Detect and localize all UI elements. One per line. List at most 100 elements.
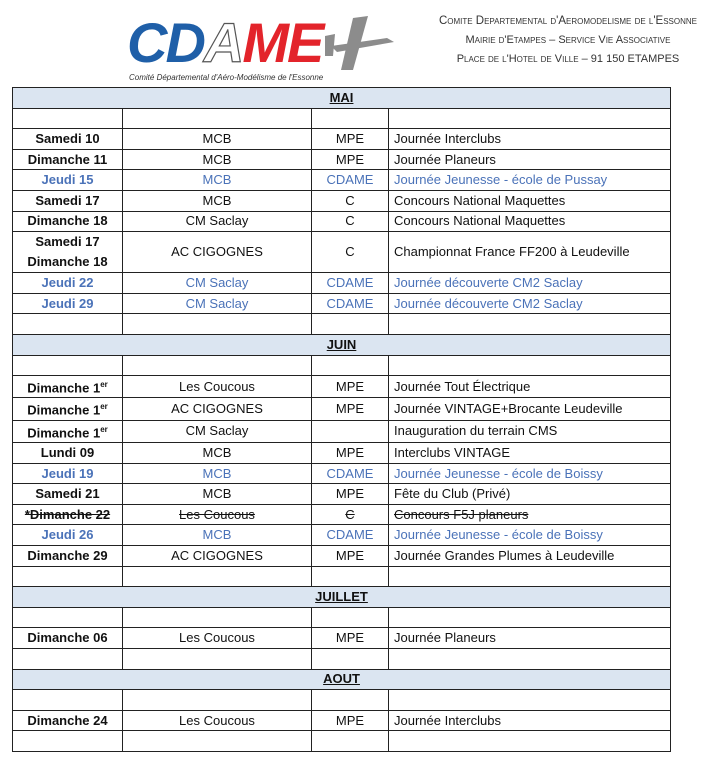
day-text: Samedi 10 — [35, 130, 100, 146]
club-text: Les Coucous — [179, 630, 255, 646]
section-header-row: AOUT — [11, 668, 672, 691]
club-text: CM Saclay — [185, 213, 249, 229]
event-row: Dimanche 1er CM Saclay Inauguration du ter… — [12, 419, 672, 444]
empty-row — [12, 689, 672, 711]
event-row: Dimanche 24 Les Coucous MPE Journée Intercl… — [12, 709, 672, 732]
event-cell: Championnat France FF200 à Leudeville — [387, 231, 672, 274]
organizer-cell — [311, 354, 389, 377]
organizer-cell: C — [311, 231, 389, 274]
organizer-cell — [311, 565, 389, 588]
event-row: Jeudi 15 MCB CDAME Journée Jeunesse - école… — [12, 169, 672, 191]
event-row: Jeudi 22 CM Saclay CDAME Journée découverte… — [12, 272, 672, 294]
organizer-text: MPE — [335, 130, 365, 146]
day-text: Lundi 09 — [40, 444, 95, 460]
month-title: AOUT — [11, 668, 672, 691]
month-title: MAI — [11, 87, 672, 109]
month-title: JUILLET — [11, 586, 672, 608]
date-cell: Dimanche 29 — [12, 545, 123, 567]
organizer-cell — [311, 606, 389, 629]
empty-row — [12, 565, 672, 588]
day-text: Samedi 21 — [35, 486, 100, 502]
date-cell: Jeudi 26 — [12, 524, 123, 547]
event-row: Dimanche 06 Les Coucous MPE Journée Planeur… — [12, 627, 672, 650]
organizer-cell: MPE — [311, 709, 389, 732]
event-row: Dimanche 1er AC CIGOGNES MPE Journée VINTAG… — [12, 397, 672, 421]
event-text: Concours National Maquettes — [394, 192, 566, 208]
event-text: Journée Interclubs — [394, 130, 501, 146]
club-cell — [122, 354, 312, 377]
organizer-cell: MPE — [311, 397, 389, 421]
event-text: Journée Grandes Plumes à Leudeville — [394, 547, 615, 563]
event-cell — [387, 606, 672, 629]
event-text: Concours F5J planeurs — [394, 506, 529, 522]
organizer-text: CDAME — [326, 274, 374, 290]
club-text: MCB — [202, 527, 232, 543]
day-text: Dimanche 24 — [27, 712, 108, 728]
event-cell — [387, 730, 672, 753]
month-title: JUIN — [11, 333, 672, 356]
organizer-cell: CDAME — [311, 292, 389, 315]
club-text: CM Saclay — [185, 423, 249, 439]
event-row: Jeudi 29 CM Saclay CDAME Journée découverte… — [12, 292, 672, 315]
organizer-text: CDAME — [326, 527, 374, 543]
club-text: CM Saclay — [185, 274, 249, 290]
ordinal-suffix: er — [100, 402, 108, 412]
event-cell: Fête du Club (Privé) — [387, 483, 672, 505]
day-text: Dimanche 11 — [27, 151, 108, 167]
club-text: Les Coucous — [179, 378, 255, 394]
event-text: Fête du Club (Privé) — [394, 486, 511, 502]
club-cell: CM Saclay — [122, 419, 312, 444]
organizer-cell: CDAME — [311, 169, 389, 191]
event-cell: Journée Jeunesse - école de Pussay — [387, 169, 672, 191]
event-row: Dimanche 18 CM Saclay C Concours National M… — [12, 210, 672, 233]
date-cell: Jeudi 19 — [12, 462, 123, 485]
date-cell: *Dimanche 22 — [12, 503, 123, 526]
club-cell: CM Saclay — [122, 210, 312, 233]
section-header-row: JUILLET — [11, 586, 672, 608]
event-row: *Dimanche 22 Les Coucous C Concours F5J pla… — [12, 503, 672, 526]
event-row: Samedi 10 MCB MPE Journée Interclubs — [12, 128, 672, 150]
event-text: Journée découverte CM2 Saclay — [394, 295, 583, 311]
event-row: Dimanche 11 MCB MPE Journée Planeurs — [12, 148, 672, 171]
date-cell: Samedi 10 — [12, 128, 123, 150]
event-cell: Journée découverte CM2 Saclay — [387, 272, 672, 294]
date-cell — [12, 730, 123, 753]
organizer-text: C — [345, 506, 355, 522]
day-text: Dimanche 18 — [27, 213, 108, 229]
organizer-cell: MPE — [311, 375, 389, 399]
empty-row — [12, 313, 672, 335]
date-cell: Jeudi 29 — [12, 292, 123, 315]
club-cell: MCB — [122, 128, 312, 150]
club-text: MCB — [202, 130, 232, 146]
event-row: Samedi 17 Dimanche 18 AC CIGOGNES C Champion… — [12, 231, 672, 274]
event-text: Concours National Maquettes — [394, 213, 566, 229]
day-text: Dimanche 29 — [27, 547, 108, 563]
organizer-cell — [311, 419, 389, 444]
event-row: Jeudi 26 MCB CDAME Journée Jeunesse - école… — [12, 524, 672, 547]
club-cell — [122, 107, 312, 130]
day-text-2: Dimanche 18 — [27, 254, 108, 270]
events-calendar-table: MAI Samedi 10 MCB MPE Journée Interclubs Dima… — [11, 87, 672, 753]
event-cell — [387, 565, 672, 588]
event-text: Journée découverte CM2 Saclay — [394, 274, 583, 290]
event-cell: Journée Grandes Plumes à Leudeville — [387, 545, 672, 567]
club-cell: MCB — [122, 169, 312, 191]
club-cell: MCB — [122, 524, 312, 547]
section-header-row: JUIN — [11, 333, 672, 356]
day-text: Dimanche 06 — [27, 630, 108, 646]
event-row: Dimanche 1er Les Coucous MPE Journée Tout É… — [12, 375, 672, 399]
club-text: AC CIGOGNES — [171, 547, 263, 563]
day-text: Dimanche 1 — [27, 425, 101, 441]
organizer-text: CDAME — [326, 295, 374, 311]
ordinal-suffix: er — [100, 380, 108, 390]
organizer-cell — [311, 689, 389, 711]
empty-row — [12, 354, 672, 377]
day-text: Jeudi 15 — [41, 172, 94, 188]
club-cell: Les Coucous — [122, 375, 312, 399]
club-cell: CM Saclay — [122, 272, 312, 294]
organizer-text: C — [345, 213, 355, 229]
event-text: Journée VINTAGE+Brocante Leudeville — [394, 401, 623, 417]
organizer-text: CDAME — [326, 172, 374, 188]
event-text: Journée Jeunesse - école de Pussay — [394, 172, 608, 188]
organizer-cell: C — [311, 503, 389, 526]
